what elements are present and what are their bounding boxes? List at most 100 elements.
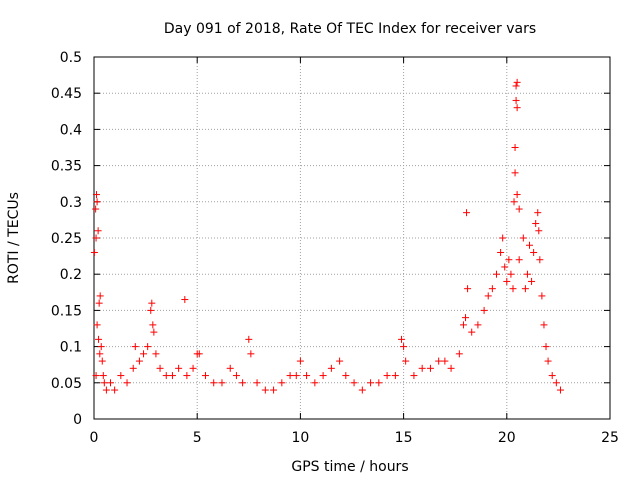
data-point bbox=[292, 372, 300, 380]
x-tick-label: 0 bbox=[90, 430, 99, 446]
y-tick-label: 0.2 bbox=[60, 267, 82, 283]
data-point bbox=[535, 227, 543, 235]
data-point bbox=[303, 372, 311, 380]
data-point bbox=[239, 379, 247, 387]
data-point bbox=[418, 364, 426, 372]
data-point bbox=[464, 285, 472, 293]
y-tick-label: 0.5 bbox=[60, 50, 82, 66]
data-point bbox=[523, 270, 531, 278]
y-tick-label: 0.05 bbox=[51, 376, 82, 392]
data-point bbox=[513, 104, 521, 112]
grid bbox=[94, 57, 610, 419]
data-point bbox=[96, 292, 104, 300]
data-point bbox=[149, 321, 157, 329]
data-point bbox=[526, 241, 534, 249]
data-point bbox=[147, 306, 155, 314]
data-point bbox=[499, 234, 507, 242]
data-point bbox=[512, 96, 520, 104]
data-point bbox=[515, 205, 523, 213]
data-point bbox=[441, 357, 449, 365]
data-point bbox=[140, 350, 148, 358]
data-point bbox=[510, 198, 518, 206]
data-point bbox=[92, 234, 100, 242]
y-tick-label: 0.15 bbox=[51, 303, 82, 319]
data-point bbox=[311, 379, 319, 387]
data-point bbox=[107, 379, 115, 387]
data-point bbox=[435, 357, 443, 365]
data-point bbox=[97, 343, 105, 351]
data-point bbox=[342, 372, 350, 380]
y-tick-label: 0.3 bbox=[60, 195, 82, 211]
data-point bbox=[511, 169, 519, 177]
data-point bbox=[100, 379, 108, 387]
y-tick-label: 0.25 bbox=[51, 231, 82, 247]
data-point bbox=[402, 357, 410, 365]
y-tick-label: 0.35 bbox=[51, 159, 82, 175]
data-point bbox=[189, 364, 197, 372]
data-point bbox=[507, 270, 515, 278]
data-point bbox=[144, 343, 152, 351]
data-point bbox=[501, 263, 509, 271]
data-point bbox=[336, 357, 344, 365]
data-point bbox=[484, 292, 492, 300]
data-point bbox=[92, 372, 100, 380]
data-point bbox=[210, 379, 218, 387]
data-point bbox=[400, 343, 408, 351]
data-point bbox=[96, 350, 104, 358]
data-point bbox=[532, 220, 540, 228]
data-point bbox=[195, 350, 203, 358]
data-point bbox=[95, 335, 103, 343]
data-point bbox=[548, 372, 556, 380]
data-point bbox=[94, 227, 102, 235]
data-point bbox=[536, 256, 544, 264]
data-point bbox=[509, 285, 517, 293]
data-point bbox=[253, 379, 261, 387]
data-point bbox=[540, 321, 548, 329]
data-point bbox=[468, 328, 476, 336]
data-point bbox=[123, 379, 131, 387]
data-point bbox=[350, 379, 358, 387]
x-axis-label: GPS time / hours bbox=[291, 459, 408, 475]
data-point bbox=[410, 372, 418, 380]
data-point bbox=[201, 372, 209, 380]
data-point bbox=[296, 357, 304, 365]
data-point bbox=[505, 256, 513, 264]
data-point bbox=[447, 364, 455, 372]
data-point bbox=[117, 372, 125, 380]
data-point bbox=[513, 191, 521, 199]
data-point bbox=[98, 357, 106, 365]
data-point bbox=[530, 248, 538, 256]
data-point bbox=[375, 379, 383, 387]
data-point bbox=[519, 234, 527, 242]
chart-title: Day 091 of 2018, Rate Of TEC Index for r… bbox=[164, 21, 536, 37]
data-point bbox=[513, 78, 521, 86]
y-tick-label: 0.4 bbox=[60, 122, 82, 138]
data-point bbox=[95, 299, 103, 307]
data-point bbox=[261, 386, 269, 394]
data-point bbox=[398, 335, 406, 343]
data-point bbox=[286, 372, 294, 380]
data-point bbox=[463, 209, 471, 217]
y-tick-label: 0.1 bbox=[60, 340, 82, 356]
data-point bbox=[383, 372, 391, 380]
data-point bbox=[480, 306, 488, 314]
data-point bbox=[92, 205, 100, 213]
y-axis-label: ROTI / TECUs bbox=[6, 192, 22, 284]
data-point bbox=[278, 379, 286, 387]
data-point bbox=[150, 328, 158, 336]
data-point bbox=[156, 364, 164, 372]
data-point bbox=[426, 364, 434, 372]
data-point bbox=[168, 372, 176, 380]
data-point bbox=[358, 386, 366, 394]
data-point bbox=[511, 144, 519, 151]
data-point bbox=[148, 299, 156, 307]
data-point bbox=[367, 379, 375, 387]
data-point bbox=[93, 198, 101, 206]
x-tick-label: 20 bbox=[498, 430, 516, 446]
data-point bbox=[556, 386, 564, 394]
data-point bbox=[247, 350, 255, 358]
data-point bbox=[102, 386, 110, 394]
data-point bbox=[542, 343, 550, 351]
data-point bbox=[162, 372, 170, 380]
data-point bbox=[93, 321, 101, 329]
